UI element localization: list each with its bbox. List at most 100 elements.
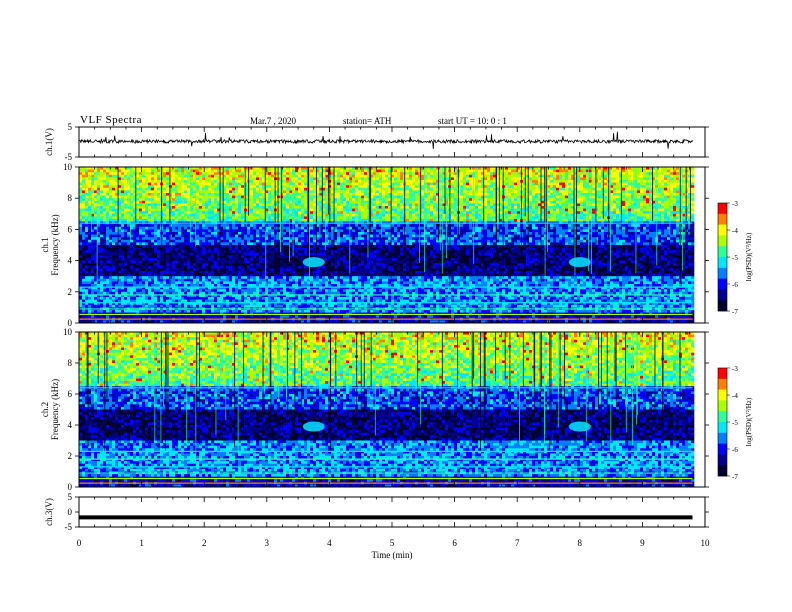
heatmap-cell xyxy=(565,183,568,186)
heatmap-cell xyxy=(253,196,256,199)
heatmap-cell xyxy=(178,170,181,173)
heatmap-cell xyxy=(613,216,616,219)
heatmap-cell xyxy=(103,209,106,212)
heatmap-cell xyxy=(397,170,400,173)
heatmap-cell xyxy=(415,193,418,196)
heatmap-cell xyxy=(214,209,217,212)
heatmap-cell xyxy=(358,177,361,180)
heatmap-cell xyxy=(460,193,463,196)
heatmap-cell xyxy=(559,196,562,199)
heatmap-cell xyxy=(505,201,508,204)
heatmap-cell xyxy=(427,203,430,206)
heatmap-cell xyxy=(292,175,295,178)
heatmap-cell xyxy=(397,198,400,201)
heatmap-cell xyxy=(256,172,259,175)
heatmap-cell xyxy=(277,185,280,188)
heatmap-cell xyxy=(646,214,649,217)
heatmap-cell xyxy=(427,183,430,186)
heatmap-cell xyxy=(673,183,676,186)
heatmap-cell xyxy=(226,203,229,206)
heatmap-cell xyxy=(106,188,109,191)
heatmap-cell xyxy=(361,172,364,175)
heatmap-cell xyxy=(145,180,148,183)
heatmap-cell xyxy=(187,198,190,201)
heatmap-cell xyxy=(526,172,529,175)
heatmap-cell xyxy=(514,172,517,175)
heatmap-cell xyxy=(511,201,514,204)
heatmap-cell xyxy=(583,201,586,204)
heatmap-cell xyxy=(346,177,349,180)
heatmap-cell xyxy=(121,193,124,196)
heatmap-cell xyxy=(643,177,646,180)
heatmap-cell xyxy=(598,209,601,212)
heatmap-cell xyxy=(136,229,139,232)
heatmap-cell xyxy=(400,227,403,230)
heatmap-cell xyxy=(673,206,676,209)
heatmap-cell xyxy=(514,198,517,201)
heatmap-cell xyxy=(637,170,640,173)
heatmap-cell xyxy=(241,172,244,175)
heatmap-cell xyxy=(196,227,199,230)
heatmap-cell xyxy=(376,211,379,214)
heatmap-cell xyxy=(337,188,340,191)
heatmap-cell xyxy=(661,180,664,183)
heatmap-cell xyxy=(145,190,148,193)
heatmap-cell xyxy=(148,198,151,201)
heatmap-cell xyxy=(181,180,184,183)
heatmap-cell xyxy=(559,185,562,188)
heatmap-cell xyxy=(112,196,115,199)
heatmap-cell xyxy=(175,219,178,222)
heatmap-cell xyxy=(271,198,274,201)
heatmap-cell xyxy=(166,172,169,175)
heatmap-cell xyxy=(343,227,346,230)
heatmap-cell xyxy=(124,185,127,188)
heatmap-cell xyxy=(127,203,130,206)
heatmap-cell xyxy=(616,193,619,196)
heatmap-cell xyxy=(229,188,232,191)
heatmap-cell xyxy=(616,224,619,227)
heatmap-cell xyxy=(568,193,571,196)
heatmap-cell xyxy=(541,170,544,173)
heatmap-cell xyxy=(628,206,631,209)
heatmap-cell xyxy=(355,206,358,209)
heatmap-cell xyxy=(508,211,511,214)
heatmap-cell xyxy=(196,206,199,209)
heatmap-cell xyxy=(541,206,544,209)
heatmap-cell xyxy=(271,214,274,217)
heatmap-cell xyxy=(670,214,673,217)
heatmap-cell xyxy=(553,190,556,193)
heatmap-cell xyxy=(640,224,643,227)
heatmap-cell xyxy=(172,198,175,201)
heatmap-cell xyxy=(613,185,616,188)
heatmap-cell xyxy=(556,180,559,183)
heatmap-cell xyxy=(640,198,643,201)
heatmap-cell xyxy=(241,198,244,201)
heatmap-cell xyxy=(625,170,628,173)
heatmap-cell xyxy=(580,211,583,214)
heatmap-cell xyxy=(172,219,175,222)
heatmap-cell xyxy=(409,193,412,196)
heatmap-cell xyxy=(640,196,643,199)
heatmap-cell xyxy=(286,227,289,230)
heatmap-cell xyxy=(148,227,151,230)
heatmap-cell xyxy=(508,177,511,180)
heatmap-cell xyxy=(241,211,244,214)
heatmap-cell xyxy=(505,185,508,188)
heatmap-cell xyxy=(517,203,520,206)
heatmap-cell xyxy=(184,227,187,230)
heatmap-cell xyxy=(628,224,631,227)
heatmap-cell xyxy=(166,229,169,232)
heatmap-cell xyxy=(250,196,253,199)
heatmap-cell xyxy=(625,198,628,201)
heatmap-cell xyxy=(613,203,616,206)
heatmap-cell xyxy=(658,188,661,191)
heatmap-cell xyxy=(550,183,553,186)
heatmap-cell xyxy=(286,224,289,227)
heatmap-cell xyxy=(208,188,211,191)
heatmap-cell xyxy=(301,172,304,175)
heatmap-cell xyxy=(643,183,646,186)
heatmap-cell xyxy=(541,175,544,178)
heatmap-cell xyxy=(379,170,382,173)
heatmap-cell xyxy=(385,198,388,201)
